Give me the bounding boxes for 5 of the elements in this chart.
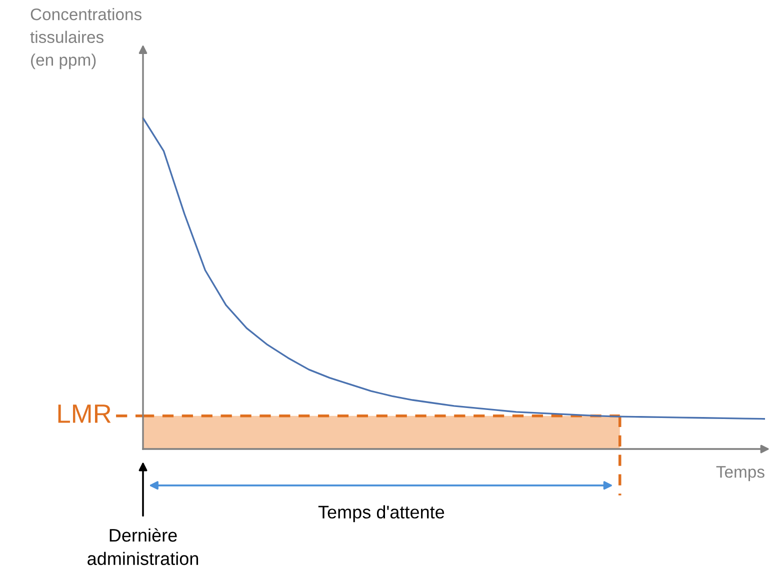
x-axis-title: Temps [716,466,764,482]
ref-line-label: LMR [58,404,111,423]
y-axis-title: Concentrations tissulaires (en ppm) [30,8,142,70]
text: Temps d'attente [318,505,444,522]
text: Dernière administration [88,528,198,566]
